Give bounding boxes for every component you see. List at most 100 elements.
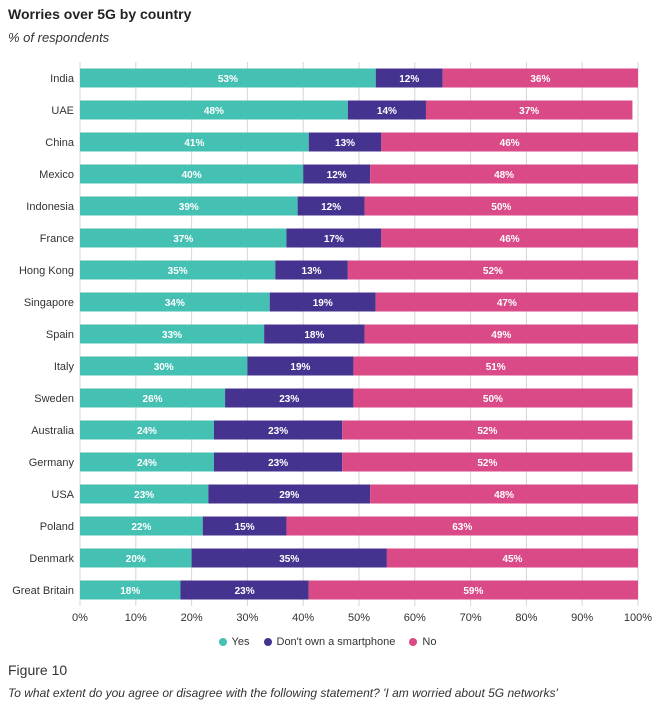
x-tick-label: 10% xyxy=(125,612,147,624)
data-label: 46% xyxy=(500,138,520,149)
data-label: 48% xyxy=(494,170,514,181)
legend-item: Yes xyxy=(218,636,250,648)
bar-segment xyxy=(297,196,365,216)
data-label: 40% xyxy=(182,170,202,181)
category-label: Italy xyxy=(54,361,75,373)
legend-swatch xyxy=(218,638,227,646)
data-label: 29% xyxy=(279,490,299,501)
data-label: 13% xyxy=(335,138,355,149)
data-label: 37% xyxy=(519,106,539,117)
bar-segment xyxy=(80,292,270,312)
bar-segment xyxy=(347,100,426,120)
data-label: 47% xyxy=(497,298,517,309)
category-label: Denmark xyxy=(29,553,74,565)
bar-segment xyxy=(364,196,638,216)
x-tick-label: 80% xyxy=(515,612,537,624)
bar-segment xyxy=(375,292,638,312)
category-label: Mexico xyxy=(39,169,74,181)
data-label: 59% xyxy=(463,586,483,597)
bar-segment xyxy=(353,356,638,376)
bar-segment xyxy=(275,260,348,280)
data-label: 34% xyxy=(165,298,185,309)
legend-item: Don't own a smartphone xyxy=(263,636,396,648)
category-label: Germany xyxy=(29,457,75,469)
data-label: 51% xyxy=(486,362,506,373)
bar-segment xyxy=(80,516,203,536)
category-label: Singapore xyxy=(24,297,74,309)
bar-segment xyxy=(308,132,382,152)
x-tick-label: 20% xyxy=(181,612,203,624)
data-label: 17% xyxy=(324,234,344,245)
category-label: France xyxy=(40,233,74,245)
bar-segment xyxy=(286,516,638,536)
data-label: 50% xyxy=(483,394,503,405)
bar-segment xyxy=(213,452,343,472)
bar-segment xyxy=(342,452,633,472)
data-label: 12% xyxy=(399,74,419,85)
data-label: 33% xyxy=(162,330,182,341)
data-label: 23% xyxy=(235,586,255,597)
data-label: 37% xyxy=(173,234,193,245)
category-label: Poland xyxy=(40,521,74,533)
legend-label: No xyxy=(422,636,437,648)
bar-segment xyxy=(80,164,304,184)
stacked-bar-chart: 0% 10% 20% 30% 40% 50% 60% 70% 80% 90% 100% India 53… xyxy=(12,62,652,624)
bar-segment xyxy=(80,132,309,152)
data-label: 23% xyxy=(279,394,299,405)
category-label: India xyxy=(50,73,75,85)
data-label: 52% xyxy=(477,426,497,437)
data-label: 63% xyxy=(452,522,472,533)
category-label: Sweden xyxy=(34,393,74,405)
bar-segment xyxy=(269,292,376,312)
bar-segment xyxy=(191,548,387,568)
data-label: 23% xyxy=(268,426,288,437)
bar-segment xyxy=(80,356,248,376)
x-tick-label: 60% xyxy=(404,612,426,624)
bar-segment xyxy=(80,548,192,568)
category-label: Spain xyxy=(46,329,74,341)
bar-segment xyxy=(80,324,265,344)
bar-segment xyxy=(381,228,638,248)
data-label: 48% xyxy=(204,106,224,117)
bar-segment xyxy=(80,68,376,88)
data-label: 14% xyxy=(377,106,397,117)
x-tick-label: 30% xyxy=(236,612,258,624)
category-label: UAE xyxy=(51,105,74,117)
bar-segment xyxy=(264,324,365,344)
bar-segment xyxy=(180,580,309,600)
data-label: 50% xyxy=(491,202,511,213)
category-label: Australia xyxy=(31,425,75,437)
data-label: 12% xyxy=(321,202,341,213)
data-label: 26% xyxy=(143,394,163,405)
bar-segment xyxy=(80,452,214,472)
data-label: 35% xyxy=(279,554,299,565)
data-label: 23% xyxy=(134,490,154,501)
bar-segment xyxy=(342,420,633,440)
data-label: 18% xyxy=(120,586,140,597)
bar-segment xyxy=(303,164,371,184)
data-label: 36% xyxy=(530,74,550,85)
data-label: 48% xyxy=(494,490,514,501)
bar-segment xyxy=(80,196,298,216)
bar-segment xyxy=(80,388,226,408)
x-tick-label: 0% xyxy=(72,612,88,624)
bar-segment xyxy=(425,100,633,120)
data-label: 35% xyxy=(168,266,188,277)
bar-segment xyxy=(364,324,638,344)
data-label: 45% xyxy=(502,554,522,565)
data-label: 13% xyxy=(302,266,322,277)
bar-segment xyxy=(80,484,209,504)
bar-segment xyxy=(80,228,287,248)
x-tick-label: 90% xyxy=(571,612,593,624)
bar-segment xyxy=(370,164,638,184)
chart-title: Worries over 5G by country xyxy=(8,6,192,22)
bar-segment xyxy=(386,548,638,568)
data-label: 12% xyxy=(327,170,347,181)
bar-segment xyxy=(247,356,354,376)
legend-label: Don't own a smartphone xyxy=(276,636,396,648)
bar-segment xyxy=(308,580,638,600)
bar-segment xyxy=(80,100,348,120)
category-label: USA xyxy=(51,489,74,501)
bar-segment xyxy=(353,388,633,408)
legend-label: Yes xyxy=(231,636,250,648)
